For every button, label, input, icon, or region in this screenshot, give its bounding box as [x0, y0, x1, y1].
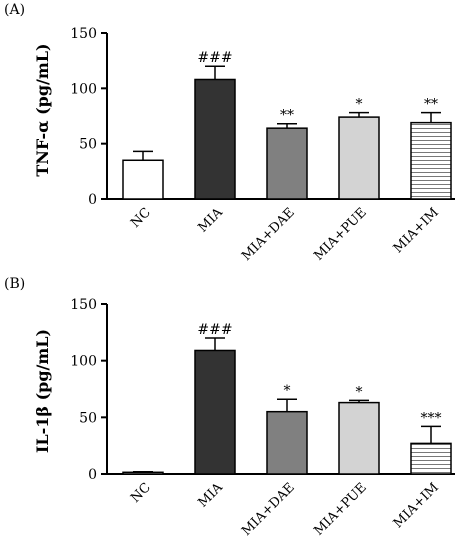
x-category-label: MIA+IM	[391, 205, 442, 256]
significance-label: **	[280, 108, 294, 124]
bar-nc	[122, 471, 164, 475]
panel-title: (A)	[4, 2, 25, 18]
significance-label: ###	[197, 50, 232, 66]
y-tick-label: 100	[70, 354, 97, 370]
bar-mia	[194, 78, 236, 200]
panel-a-tnf-alpha: (A) TNF-α (pg/mL) 0 50 100 150 NC ### MIA ** MIA+D…	[4, 2, 455, 264]
bar-mia-dae	[266, 127, 308, 200]
y-tick-label: 150	[70, 26, 97, 42]
panel-title: (B)	[4, 276, 25, 292]
x-category-label: MIA	[196, 480, 227, 511]
x-category-label: MIA+DAE	[239, 480, 298, 539]
x-category-label: MIA+PUE	[311, 480, 369, 538]
y-axis-label: TNF-α (pg/mL)	[33, 43, 52, 176]
x-category-label: MIA+IM	[391, 480, 442, 531]
bar-mia-im	[410, 121, 452, 200]
significance-label: *	[284, 383, 291, 399]
y-tick-label: 0	[88, 467, 97, 483]
x-category-label: MIA+PUE	[311, 205, 369, 263]
significance-label: **	[424, 97, 438, 113]
x-category-label: NC	[128, 205, 154, 231]
bar-nc	[122, 159, 164, 200]
y-tick-label: 50	[79, 410, 97, 426]
y-tick-label: 100	[70, 81, 97, 97]
panel-b-il-1-beta: (B) IL-1β (pg/mL) 0 50 100 150 NC ### MIA * MIA+DA…	[4, 276, 455, 539]
bar-mia-dae	[266, 410, 308, 475]
x-category-label: MIA	[196, 205, 227, 236]
significance-label: ***	[421, 410, 442, 426]
significance-label: *	[356, 384, 363, 400]
y-tick-label: 50	[79, 137, 97, 153]
y-tick-label: 150	[70, 297, 97, 313]
bar-mia	[194, 349, 236, 475]
significance-label: *	[356, 97, 363, 113]
significance-label: ###	[197, 322, 232, 338]
bar-mia-im	[410, 442, 452, 475]
y-axis-label: IL-1β (pg/mL)	[33, 329, 52, 453]
x-category-label: NC	[128, 480, 154, 506]
bar-mia-pue	[338, 401, 380, 475]
y-tick-label: 0	[88, 192, 97, 208]
bar-mia-pue	[338, 116, 380, 200]
x-category-label: MIA+DAE	[239, 205, 298, 264]
